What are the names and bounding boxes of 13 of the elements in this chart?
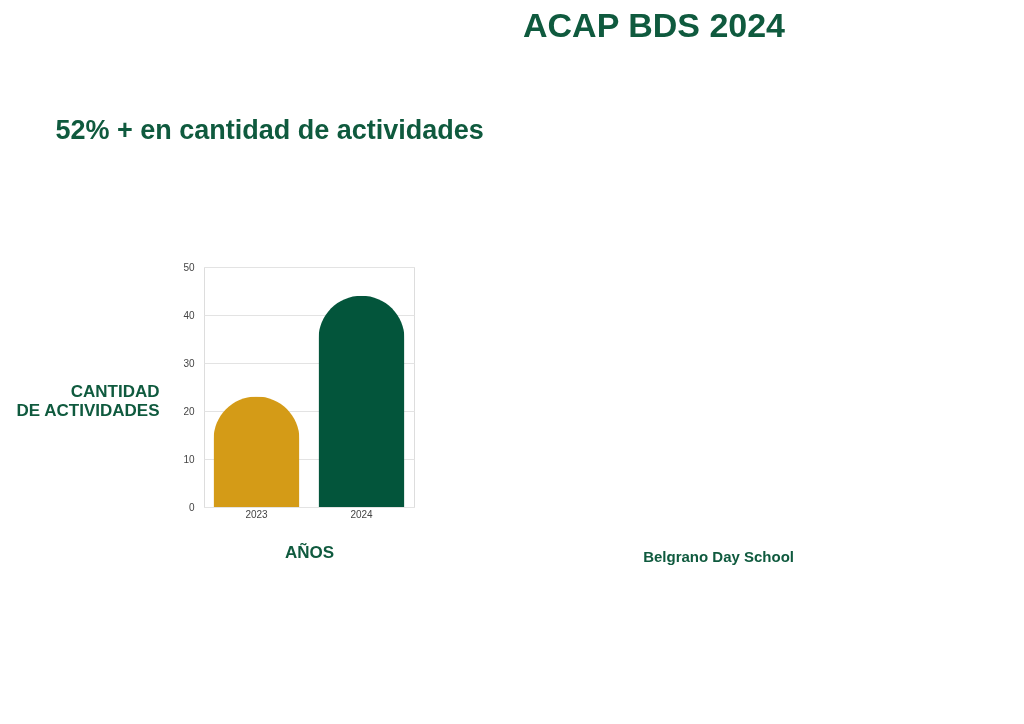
x-tick-label: 2024 [350, 508, 374, 520]
y-tick-label: 30 [183, 357, 195, 369]
x-axis-title: AÑOS [284, 541, 335, 562]
y-tick-label: 0 [188, 501, 195, 513]
y-tick-label: 20 [183, 405, 195, 417]
chart-title: 52% + en cantidad de actividades [55, 115, 484, 145]
text: Belgrano Day School [643, 548, 794, 565]
y-tick-label: 50 [183, 261, 195, 273]
text: ACAP BDS 2024 [522, 6, 786, 44]
y-axis-title: CANTIDAD DE ACTIVIDADES [16, 382, 160, 421]
y-tick-label: 40 [183, 309, 195, 321]
x-tick-label: 2023 [245, 508, 269, 520]
y-tick-label: 10 [183, 453, 195, 465]
